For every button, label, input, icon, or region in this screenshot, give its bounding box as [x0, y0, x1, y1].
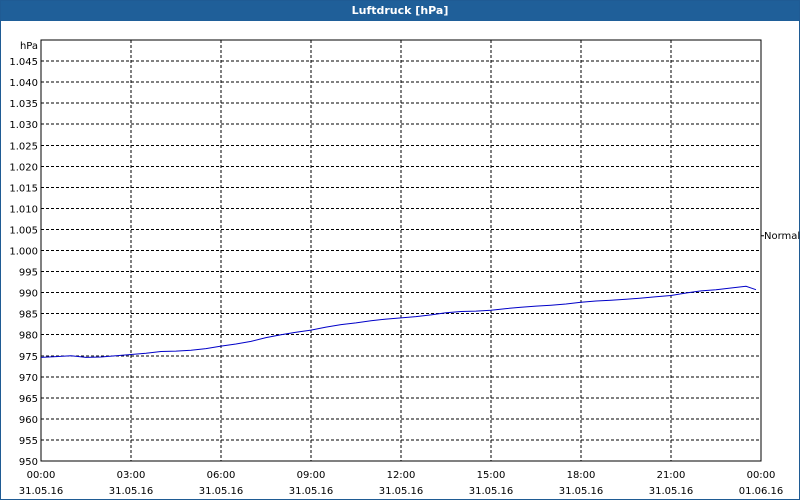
y-tick-label: 985 — [19, 310, 38, 321]
x-tick-time: 09:00 — [297, 470, 326, 481]
y-tick-label: 1.015 — [9, 183, 38, 194]
x-tick-time: 12:00 — [387, 470, 416, 481]
y-tick-label: 1.030 — [9, 120, 38, 131]
grid-layer — [41, 40, 761, 461]
x-tick-time: 00:00 — [747, 470, 776, 481]
x-tick-time: 15:00 — [477, 470, 506, 481]
y-tick-label: 995 — [19, 268, 38, 279]
label-layer: 950 955 960 965 970 975 980 985 990 995 1.000 1.005… — [9, 41, 800, 497]
y-tick-label: 955 — [19, 436, 38, 447]
y-tick-label: 965 — [19, 394, 38, 405]
axis-layer — [40, 39, 764, 462]
x-tick-date: 31.05.16 — [199, 486, 244, 497]
y-tick-label: 970 — [19, 373, 38, 384]
x-tick-time: 18:00 — [567, 470, 596, 481]
pressure-series-line — [40, 285, 757, 358]
x-tick-time: 06:00 — [207, 470, 236, 481]
x-tick-date: 01.06.16 — [739, 486, 784, 497]
y-tick-label: 975 — [19, 352, 38, 363]
y-axis-label: hPa — [20, 41, 38, 52]
y-tick-label: 960 — [19, 415, 38, 426]
x-tick-time: 00:00 — [27, 470, 56, 481]
x-tick-date: 31.05.16 — [469, 486, 514, 497]
y-tick-label: 1.040 — [9, 78, 38, 89]
x-tick-time: 03:00 — [117, 470, 146, 481]
x-tick-date: 31.05.16 — [379, 486, 424, 497]
y-tick-label: 1.045 — [9, 57, 38, 68]
x-tick-time: 21:00 — [657, 470, 686, 481]
y-tick-label: 990 — [19, 289, 38, 300]
y-tick-label: 980 — [19, 331, 38, 342]
series-layer — [40, 285, 757, 358]
y-tick-label: 950 — [19, 457, 38, 468]
x-tick-date: 31.05.16 — [289, 486, 334, 497]
x-tick-date: 31.05.16 — [19, 486, 64, 497]
x-tick-date: 31.05.16 — [649, 486, 694, 497]
y-tick-label: 1.010 — [9, 204, 38, 215]
reference-label: Normal — [764, 231, 800, 242]
x-tick-date: 31.05.16 — [109, 486, 154, 497]
y-tick-label: 1.020 — [9, 162, 38, 173]
y-tick-label: 1.025 — [9, 141, 38, 152]
y-tick-label: 1.005 — [9, 225, 38, 236]
x-tick-date: 31.05.16 — [559, 486, 604, 497]
chart-title: Luftdruck [hPa] — [1, 1, 799, 21]
y-tick-label: 1.000 — [9, 247, 38, 258]
y-tick-label: 1.035 — [9, 99, 38, 110]
plot-frame — [40, 39, 762, 462]
